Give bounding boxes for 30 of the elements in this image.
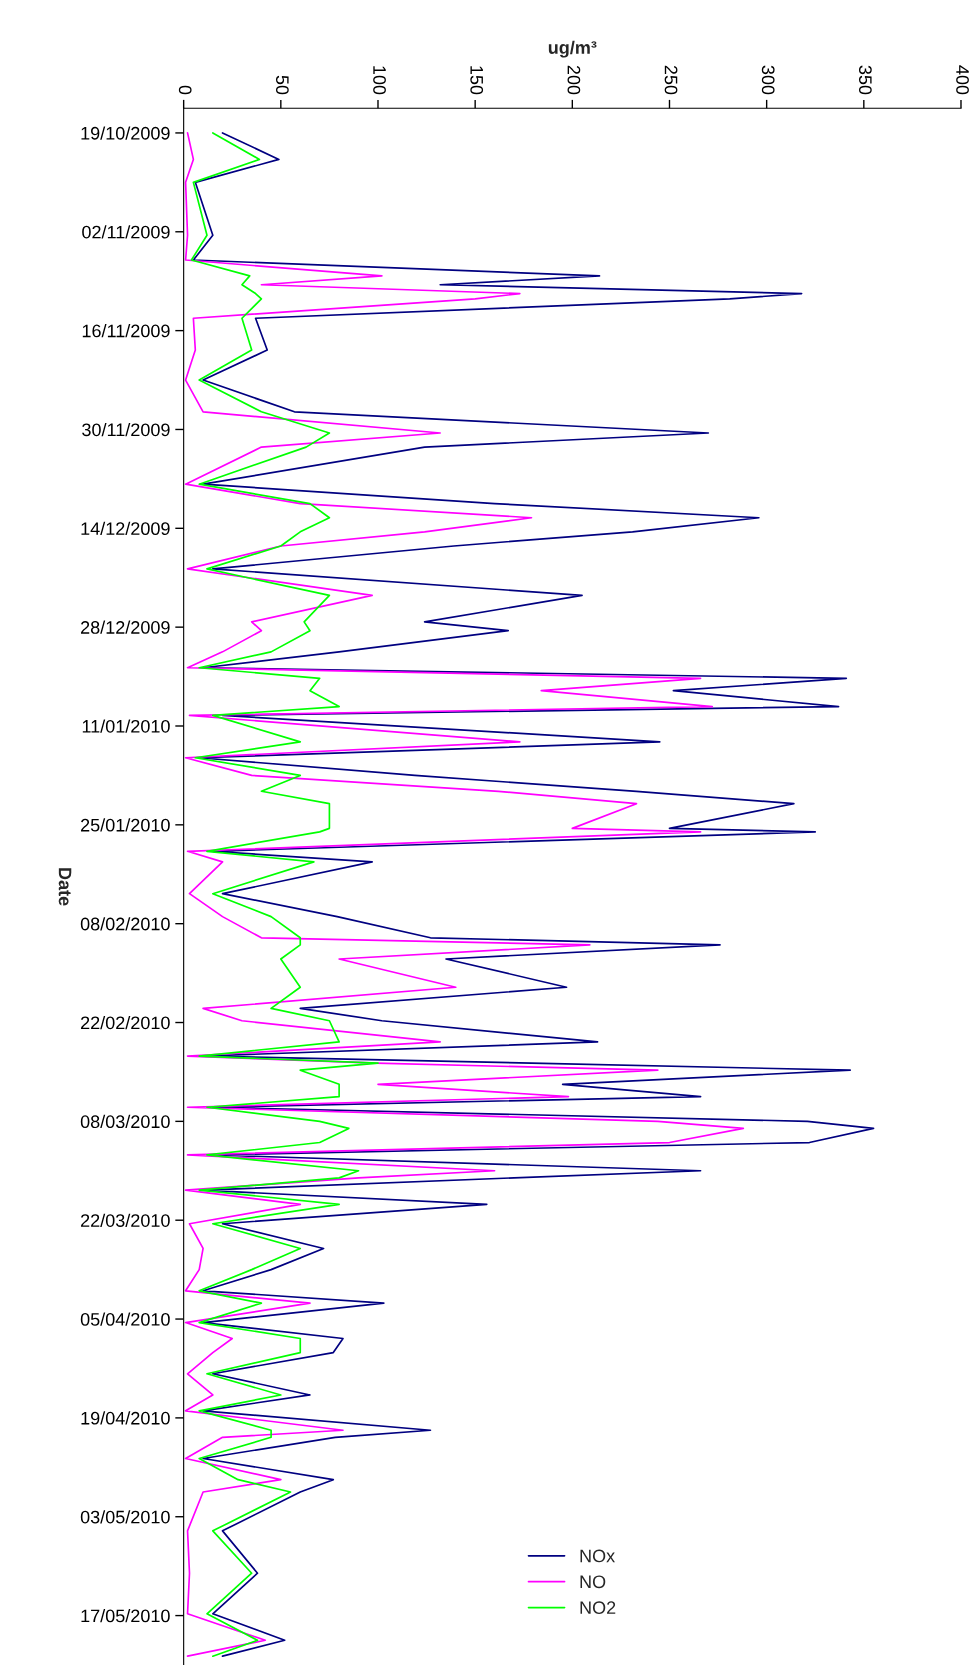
legend-label: NO2 xyxy=(580,1601,616,1615)
y-tick-label: 16/11/2009 xyxy=(82,324,170,338)
y-tick-label: 28/12/2009 xyxy=(81,620,170,634)
legend-label: NOx xyxy=(580,1549,615,1563)
x-axis-title: ug/m³ xyxy=(548,40,597,58)
legend-label: NO xyxy=(580,1575,606,1589)
x-tick-label: 350 xyxy=(858,65,872,95)
y-tick-label: 02/11/2009 xyxy=(82,225,170,239)
y-tick-label: 17/05/2010 xyxy=(81,1609,170,1623)
x-tick-label: 100 xyxy=(373,66,386,95)
x-tick-label: 300 xyxy=(761,65,775,95)
x-tick-label: 250 xyxy=(664,65,678,95)
y-tick-label: 25/01/2010 xyxy=(81,818,170,832)
y-tick-label: 11/01/2010 xyxy=(82,719,170,733)
y-tick-label: 03/05/2010 xyxy=(80,1510,170,1524)
x-tick-label: 150 xyxy=(470,66,484,95)
y-tick-label: 19/10/2009 xyxy=(81,126,170,140)
y-tick-label: 05/04/2010 xyxy=(80,1312,170,1326)
y-tick-label: 08/02/2010 xyxy=(80,917,170,931)
x-tick-label: 200 xyxy=(567,65,581,95)
y-tick-label: 19/04/2010 xyxy=(81,1411,170,1425)
x-tick-label: 50 xyxy=(275,75,289,95)
x-tick-label: 400 xyxy=(956,65,969,95)
x-tick-label: 0 xyxy=(178,85,192,95)
y-tick-label: 08/03/2010 xyxy=(80,1114,170,1129)
y-tick-label: 14/12/2009 xyxy=(81,521,170,536)
y-tick-label: 22/03/2010 xyxy=(81,1213,170,1227)
y-tick-label: 22/02/2010 xyxy=(81,1015,170,1030)
y-tick-label: 30/11/2009 xyxy=(82,422,170,437)
y-axis-title: Date xyxy=(58,868,72,906)
